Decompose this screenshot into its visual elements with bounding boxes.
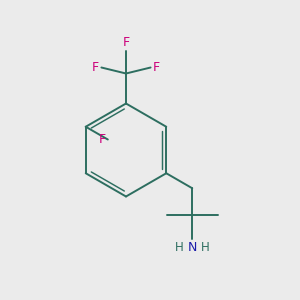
Text: F: F — [92, 61, 99, 74]
Text: N: N — [188, 241, 197, 254]
Text: F: F — [122, 37, 130, 50]
Text: H: H — [175, 241, 183, 254]
Text: H: H — [201, 241, 210, 254]
Text: F: F — [153, 61, 160, 74]
Text: F: F — [98, 133, 105, 146]
